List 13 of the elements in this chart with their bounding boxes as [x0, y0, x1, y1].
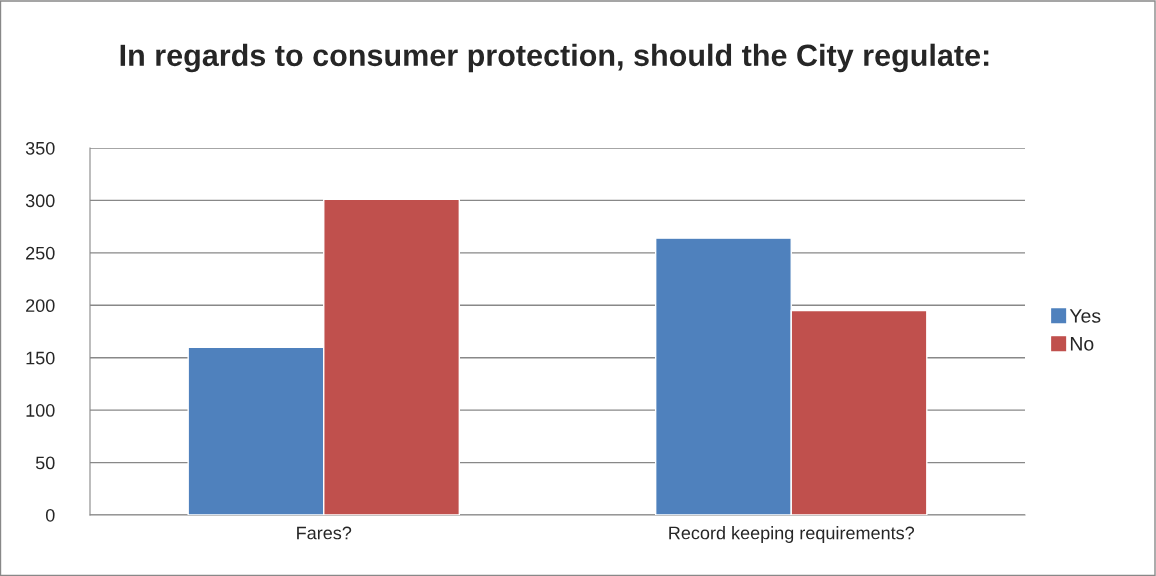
- legend-label: No: [1070, 337, 1094, 351]
- chart-title: In regards to consumer protection, should the City regulate:: [120, 43, 989, 73]
- y-tick-label: 50: [35, 456, 55, 470]
- y-tick-label: 150: [26, 351, 55, 365]
- y-tick-label: 100: [26, 404, 55, 417]
- legend-label: Yes: [1069, 309, 1101, 323]
- y-tick-label: 0: [45, 508, 55, 522]
- y-tick-label: 200: [26, 299, 55, 313]
- x-tick-label: Record keeping requirements?: [669, 526, 915, 543]
- y-tick-label: 250: [26, 246, 55, 260]
- x-tick-label: Fares?: [297, 526, 352, 540]
- y-tick-label: 350: [25, 141, 55, 155]
- y-tick-label: 300: [25, 194, 55, 208]
